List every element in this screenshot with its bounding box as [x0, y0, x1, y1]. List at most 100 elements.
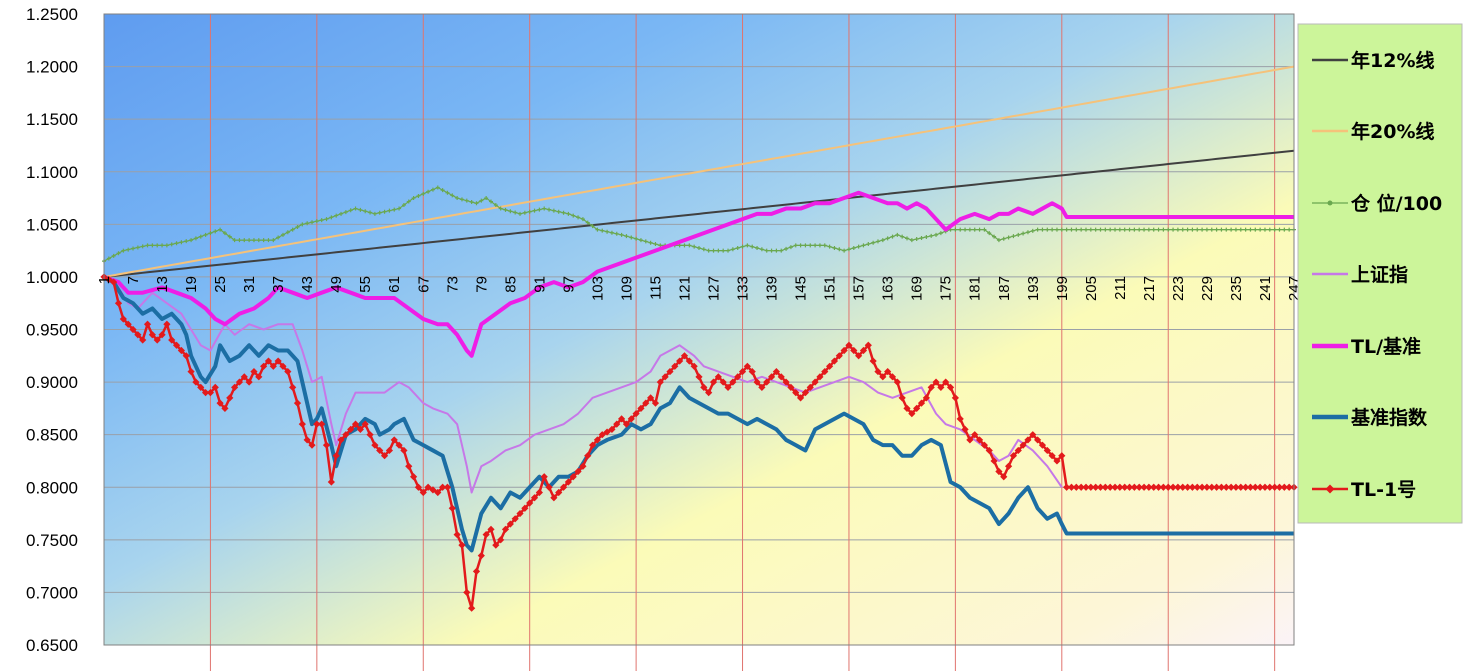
data-point-marker — [595, 227, 600, 232]
data-point-marker — [1219, 227, 1224, 232]
data-point-marker — [314, 219, 319, 224]
data-point-marker — [1169, 483, 1177, 491]
data-point-marker — [709, 378, 718, 386]
data-point-marker — [363, 209, 368, 214]
data-point-marker — [676, 357, 684, 365]
legend-label: TL/基准 — [1351, 335, 1421, 358]
data-point-marker — [600, 228, 605, 233]
data-point-marker — [198, 234, 203, 239]
data-point-marker — [334, 213, 339, 218]
data-point-marker — [666, 367, 674, 376]
data-point-marker — [758, 383, 766, 391]
data-point-marker — [537, 207, 542, 212]
data-point-marker — [1161, 227, 1166, 232]
data-point-marker — [1190, 227, 1195, 232]
data-point-marker — [148, 331, 156, 339]
data-point-marker — [300, 222, 305, 227]
data-point-marker — [1040, 227, 1045, 232]
data-point-marker — [372, 211, 377, 216]
data-point-marker — [1285, 483, 1293, 491]
series-layer — [100, 65, 1298, 612]
data-point-marker — [434, 488, 442, 497]
legend-item: 基准指数 — [1312, 406, 1428, 429]
data-point-marker — [348, 208, 353, 213]
data-point-marker — [822, 243, 827, 248]
data-point-marker — [409, 473, 418, 481]
series-5 — [103, 275, 1294, 553]
x-tick-label: 169 — [909, 276, 926, 301]
data-point-marker — [1135, 483, 1143, 491]
data-point-marker — [588, 441, 597, 449]
data-point-marker — [830, 357, 839, 365]
data-point-marker — [279, 362, 287, 370]
data-point-marker — [197, 383, 205, 391]
data-point-marker — [1035, 227, 1040, 232]
data-point-marker — [788, 245, 793, 250]
data-point-marker — [908, 410, 916, 418]
x-tick-label: 85 — [502, 276, 519, 293]
data-point-marker — [813, 243, 818, 248]
data-point-marker — [1277, 227, 1282, 232]
data-point-marker — [759, 247, 764, 252]
data-point-marker — [1204, 227, 1209, 232]
data-point-marker — [411, 196, 416, 201]
data-point-marker — [821, 367, 829, 376]
x-tick-label: 127 — [706, 276, 723, 301]
data-point-marker — [322, 441, 331, 449]
data-point-marker — [1217, 483, 1226, 491]
data-point-marker — [721, 248, 726, 253]
data-point-marker — [1001, 236, 1006, 241]
data-point-marker — [1248, 227, 1253, 232]
data-point-marker — [308, 441, 316, 449]
data-point-marker — [168, 336, 176, 344]
data-point-marker — [240, 373, 248, 381]
data-point-marker — [1238, 227, 1243, 232]
data-point-marker — [859, 346, 868, 355]
data-point-marker — [269, 362, 277, 370]
data-point-marker — [303, 436, 311, 444]
data-point-marker — [658, 243, 663, 248]
data-point-marker — [110, 278, 118, 286]
data-point-marker — [1083, 227, 1088, 232]
data-point-marker — [124, 320, 132, 328]
x-tick-label: 13 — [154, 276, 171, 293]
data-point-marker — [784, 246, 789, 251]
data-point-marker — [255, 373, 263, 381]
data-point-marker — [105, 275, 113, 284]
data-point-marker — [226, 394, 234, 402]
data-point-marker — [977, 227, 982, 232]
data-point-marker — [172, 341, 181, 349]
data-point-marker — [134, 331, 142, 339]
data-point-marker — [401, 203, 406, 208]
data-point-marker — [395, 441, 403, 449]
data-point-marker — [468, 604, 476, 612]
data-point-marker — [719, 378, 727, 386]
data-point-marker — [1025, 230, 1030, 235]
data-point-marker — [701, 247, 706, 252]
data-point-marker — [826, 362, 834, 370]
x-tick-label: 55 — [357, 276, 374, 293]
data-point-marker — [801, 389, 810, 397]
data-point-marker — [869, 357, 877, 365]
data-point-marker — [145, 243, 150, 248]
data-point-marker — [1050, 227, 1055, 232]
x-tick-label: 1 — [96, 276, 113, 284]
data-point-marker — [527, 209, 532, 214]
plot-area-border — [103, 13, 1295, 646]
data-point-marker — [380, 452, 389, 460]
data-point-marker — [140, 244, 145, 249]
data-point-marker — [1242, 483, 1250, 491]
data-point-marker — [416, 193, 421, 198]
data-point-marker — [1127, 227, 1132, 232]
data-point-marker — [614, 231, 619, 236]
data-point-marker — [1111, 483, 1119, 491]
data-point-marker — [155, 243, 160, 248]
data-point-marker — [1243, 227, 1248, 232]
data-point-marker — [526, 499, 534, 507]
data-point-marker — [1092, 483, 1100, 491]
data-point-marker — [1034, 436, 1042, 444]
data-point-marker — [387, 208, 392, 213]
data-point-marker — [435, 185, 440, 190]
data-point-marker — [837, 247, 842, 252]
